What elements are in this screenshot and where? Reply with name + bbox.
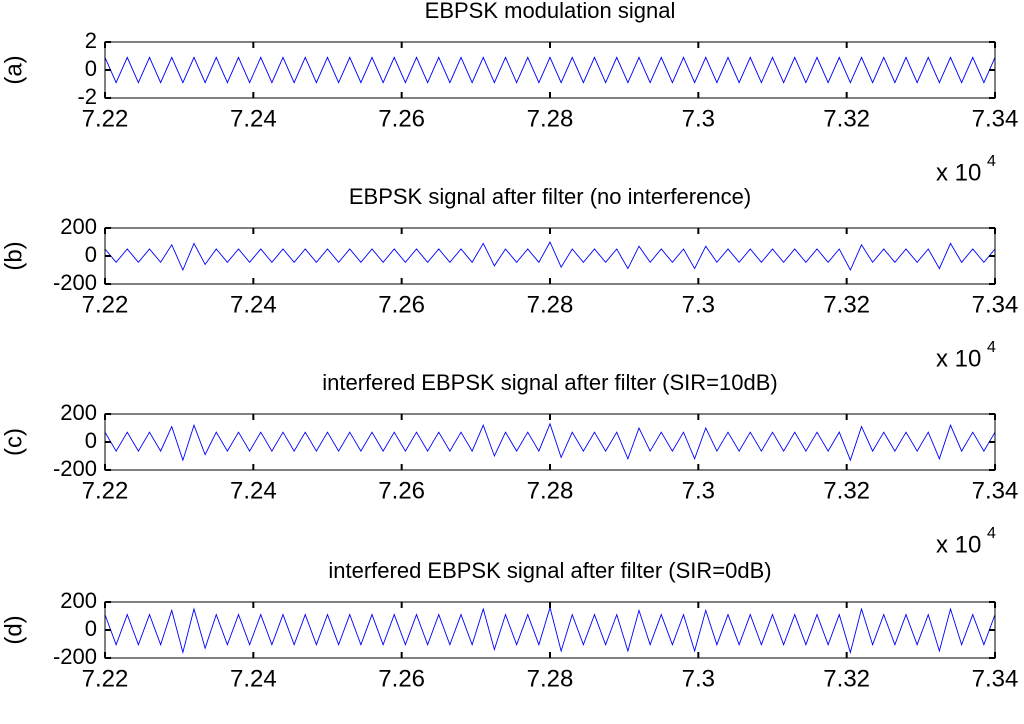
x-offset-label: x 10 bbox=[936, 345, 981, 372]
x-offset-exponent: 4 bbox=[987, 339, 996, 356]
y-tick-label: -200 bbox=[53, 456, 97, 481]
signal-line bbox=[104, 422, 996, 462]
subplot-title: EBPSK signal after filter (no interferen… bbox=[349, 184, 751, 209]
x-tick-label: 7.28 bbox=[527, 665, 574, 692]
subplot-title: interfered EBPSK signal after filter (SI… bbox=[322, 370, 778, 395]
y-tick-label: 0 bbox=[85, 242, 97, 267]
x-offset-label: x 10 bbox=[936, 531, 981, 558]
signal-line bbox=[104, 605, 996, 655]
x-tick-label: 7.34 bbox=[972, 291, 1019, 318]
y-axis-label: (a) bbox=[0, 55, 27, 84]
x-tick-label: 7.22 bbox=[82, 105, 129, 132]
x-tick-label: 7.28 bbox=[527, 291, 574, 318]
x-tick-label: 7.32 bbox=[823, 105, 870, 132]
x-tick-label: 7.24 bbox=[230, 291, 277, 318]
x-tick-label: 7.28 bbox=[527, 477, 574, 504]
x-tick-label: 7.28 bbox=[527, 105, 574, 132]
x-tick-label: 7.3 bbox=[682, 477, 715, 504]
y-tick-label: 200 bbox=[60, 214, 97, 239]
x-tick-label: 7.34 bbox=[972, 105, 1019, 132]
x-tick-label: 7.26 bbox=[378, 105, 425, 132]
y-axis-label: (d) bbox=[0, 615, 27, 644]
x-tick-label: 7.24 bbox=[230, 665, 277, 692]
subplot: EBPSK signal after filter (no interferen… bbox=[0, 184, 1018, 373]
subplot: interfered EBPSK signal after filter (SI… bbox=[0, 370, 1018, 559]
x-tick-label: 7.22 bbox=[82, 477, 129, 504]
subplot-title: EBPSK modulation signal bbox=[425, 0, 676, 23]
signal-line bbox=[104, 240, 996, 272]
x-tick-label: 7.22 bbox=[82, 665, 129, 692]
y-tick-label: -2 bbox=[77, 84, 97, 109]
y-axis-label: (b) bbox=[0, 241, 27, 270]
y-axis-label: (c) bbox=[0, 428, 27, 456]
y-tick-label: 200 bbox=[60, 400, 97, 425]
x-tick-label: 7.26 bbox=[378, 665, 425, 692]
x-tick-label: 7.3 bbox=[682, 105, 715, 132]
x-tick-label: 7.34 bbox=[972, 665, 1019, 692]
y-tick-label: 0 bbox=[85, 616, 97, 641]
axes-box bbox=[104, 41, 996, 99]
x-tick-label: 7.24 bbox=[230, 105, 277, 132]
x-offset-label: x 10 bbox=[936, 159, 981, 186]
axes-box bbox=[104, 227, 996, 285]
subplot: interfered EBPSK signal after filter (SI… bbox=[0, 558, 1018, 693]
y-tick-label: 0 bbox=[85, 56, 97, 81]
x-tick-label: 7.3 bbox=[682, 665, 715, 692]
y-tick-label: 200 bbox=[60, 588, 97, 613]
signal-line bbox=[104, 56, 996, 84]
x-tick-label: 7.32 bbox=[823, 477, 870, 504]
axes-box bbox=[104, 413, 996, 471]
y-tick-label: -200 bbox=[53, 644, 97, 669]
x-tick-label: 7.34 bbox=[972, 477, 1019, 504]
x-tick-label: 7.3 bbox=[682, 291, 715, 318]
subplot: EBPSK modulation signal (a) 7.22 7.24 7.26 7.… bbox=[0, 0, 1018, 186]
y-tick-label: 2 bbox=[85, 28, 97, 53]
y-tick-label: -200 bbox=[53, 270, 97, 295]
x-tick-label: 7.26 bbox=[378, 477, 425, 504]
x-tick-label: 7.22 bbox=[82, 291, 129, 318]
x-tick-label: 7.24 bbox=[230, 477, 277, 504]
x-tick-label: 7.32 bbox=[823, 291, 870, 318]
subplot-title: interfered EBPSK signal after filter (SI… bbox=[328, 558, 771, 583]
x-tick-label: 7.32 bbox=[823, 665, 870, 692]
x-offset-exponent: 4 bbox=[987, 153, 996, 170]
y-tick-label: 0 bbox=[85, 428, 97, 453]
x-tick-label: 7.26 bbox=[378, 291, 425, 318]
x-offset-exponent: 4 bbox=[987, 525, 996, 542]
